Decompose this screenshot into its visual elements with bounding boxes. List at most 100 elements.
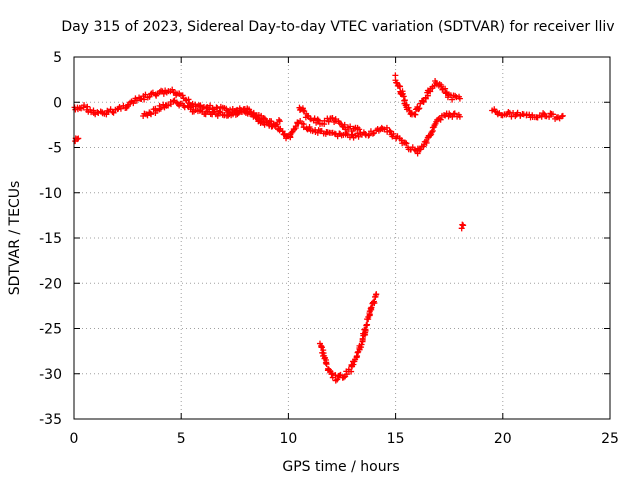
data-point xyxy=(451,110,458,117)
data-point xyxy=(390,130,397,137)
x-tick-label: 0 xyxy=(70,431,79,447)
data-point xyxy=(356,126,363,133)
y-tick-label: -30 xyxy=(39,367,62,383)
data-point xyxy=(362,326,369,333)
data-point xyxy=(141,96,148,103)
x-tick-label: 20 xyxy=(494,431,512,447)
data-point xyxy=(350,361,357,368)
data-point xyxy=(417,146,424,153)
data-point xyxy=(323,361,330,368)
data-point xyxy=(276,118,283,125)
data-point xyxy=(348,368,355,375)
x-tick-label: 10 xyxy=(279,431,297,447)
data-point xyxy=(329,370,336,377)
data-point xyxy=(349,131,356,138)
data-point xyxy=(347,123,354,130)
data-point xyxy=(420,143,427,150)
data-point xyxy=(370,298,377,305)
data-point xyxy=(227,106,234,113)
data-point xyxy=(460,222,467,229)
data-point xyxy=(403,140,410,147)
chart-title: Day 315 of 2023, Sidereal Day-to-day VTE… xyxy=(61,19,614,35)
data-point xyxy=(386,127,393,134)
data-point xyxy=(397,83,404,90)
data-point xyxy=(405,104,412,111)
data-point xyxy=(156,102,163,109)
data-point xyxy=(449,96,456,103)
data-point xyxy=(402,139,409,146)
data-point xyxy=(422,95,429,102)
data-point xyxy=(307,116,314,123)
data-point xyxy=(300,121,307,128)
data-point xyxy=(117,105,124,112)
y-tick-label: 5 xyxy=(53,50,62,66)
data-point xyxy=(424,92,431,99)
data-point xyxy=(318,342,325,349)
y-axis-label: SDTVAR / TECUs xyxy=(7,181,23,296)
data-point xyxy=(231,107,238,114)
y-tick-label: -35 xyxy=(39,412,62,428)
data-point xyxy=(373,291,380,298)
data-point xyxy=(184,102,191,109)
data-point xyxy=(170,98,177,105)
data-point xyxy=(343,371,350,378)
data-point xyxy=(84,103,91,110)
x-tick-label: 5 xyxy=(177,431,186,447)
data-point xyxy=(540,110,547,117)
data-points xyxy=(71,72,566,384)
data-point xyxy=(329,114,336,121)
data-point xyxy=(288,129,295,136)
data-point xyxy=(306,123,313,130)
data-point xyxy=(246,106,253,113)
y-tick-label: -10 xyxy=(39,186,62,202)
data-point xyxy=(160,90,167,97)
x-tick-label: 25 xyxy=(601,431,619,447)
y-tick-label: -25 xyxy=(39,322,62,338)
data-point xyxy=(452,92,459,99)
data-point xyxy=(300,107,307,114)
y-tick-label: 0 xyxy=(53,95,62,111)
y-tick-label: -15 xyxy=(39,231,62,247)
data-point xyxy=(319,344,326,351)
data-point xyxy=(423,138,430,145)
data-point xyxy=(104,107,111,114)
data-point xyxy=(559,112,566,119)
data-point xyxy=(148,111,155,118)
data-point xyxy=(157,105,164,112)
data-point xyxy=(393,79,400,86)
x-tick-label: 15 xyxy=(387,431,405,447)
data-point xyxy=(202,111,209,118)
data-point xyxy=(81,102,88,109)
data-point xyxy=(415,106,422,113)
data-point xyxy=(416,105,423,112)
data-point xyxy=(133,97,140,104)
y-tick-label: -5 xyxy=(48,141,62,157)
data-point xyxy=(169,86,176,93)
data-point xyxy=(314,116,321,123)
y-tick-label: -20 xyxy=(39,276,62,292)
data-point xyxy=(358,341,365,348)
data-point xyxy=(336,372,343,379)
data-point xyxy=(144,112,151,119)
data-point xyxy=(315,117,322,124)
axis-ticks: 0 5 10 15 20 25 5 0 -5 -10 -15 -20 -25 -30 -35 xyxy=(39,50,619,447)
data-point xyxy=(214,112,221,119)
data-point xyxy=(437,116,444,123)
data-point xyxy=(442,85,449,92)
data-point xyxy=(75,135,82,142)
data-point xyxy=(325,118,332,125)
data-point xyxy=(214,105,221,112)
data-point xyxy=(188,104,195,111)
data-point xyxy=(110,109,117,116)
data-point xyxy=(311,115,318,122)
data-point xyxy=(365,132,372,139)
data-point xyxy=(456,113,463,120)
data-point xyxy=(261,115,268,122)
data-point xyxy=(428,129,435,136)
data-point xyxy=(179,92,186,99)
data-point xyxy=(364,321,371,328)
data-point xyxy=(359,335,366,342)
data-point xyxy=(275,116,282,123)
data-point xyxy=(456,95,463,102)
